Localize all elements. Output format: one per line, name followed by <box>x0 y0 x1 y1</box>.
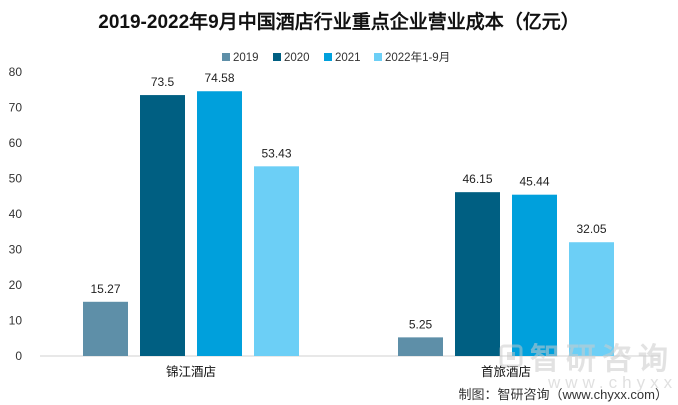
bar-2021-首旅酒店 <box>512 194 557 356</box>
data-label: 53.43 <box>261 146 291 160</box>
data-label: 5.25 <box>409 317 433 331</box>
legend-swatch <box>324 53 332 61</box>
category-labels: 锦江酒店 首旅酒店 <box>166 364 531 379</box>
source-credit: 制图：智研咨询（www.chyxx.com） <box>459 387 668 402</box>
watermark: 智研咨询 www.chyxx.com <box>499 343 678 392</box>
data-label: 74.58 <box>204 71 234 85</box>
bar-2021-锦江酒店 <box>197 91 242 356</box>
y-tick-label: 0 <box>15 349 22 363</box>
y-tick-label: 30 <box>9 243 23 257</box>
y-tick-label: 20 <box>9 278 23 292</box>
y-tick-label: 70 <box>9 101 23 115</box>
bar-2019-首旅酒店 <box>398 337 443 356</box>
legend-label: 2020 <box>284 52 310 64</box>
data-label: 32.05 <box>576 222 606 236</box>
bar-2022年1-9月-锦江酒店 <box>254 166 299 356</box>
legend-swatch <box>222 53 230 61</box>
chart-title: 2019-2022年9月中国酒店行业重点企业营业成本（亿元） <box>98 10 579 33</box>
legend: 2019 2020 2021 2022年1-9月 <box>222 50 450 64</box>
y-tick-label: 10 <box>9 314 23 328</box>
legend-label: 2022年1-9月 <box>385 50 450 64</box>
legend-label: 2021 <box>335 52 361 64</box>
category-label: 锦江酒店 <box>166 364 216 379</box>
category-label: 首旅酒店 <box>481 364 531 379</box>
legend-swatch <box>374 53 382 61</box>
data-label: 73.5 <box>151 75 175 89</box>
bars <box>83 91 614 356</box>
y-tick-label: 80 <box>9 65 23 79</box>
legend-label: 2019 <box>233 52 259 64</box>
bar-2020-锦江酒店 <box>140 95 185 356</box>
y-tick-label: 60 <box>9 136 23 150</box>
data-label: 15.27 <box>90 282 120 296</box>
bar-2019-锦江酒店 <box>83 301 128 356</box>
y-axis: 0 10 20 30 40 50 60 70 80 <box>9 65 23 363</box>
data-labels: 15.27 73.5 74.58 53.43 5.25 46.15 45.44 32.05 <box>90 71 606 331</box>
watermark-name: 智研咨询 <box>530 343 674 376</box>
watermark-logo-icon <box>499 344 523 368</box>
legend-swatch <box>273 53 281 61</box>
y-tick-label: 40 <box>9 207 23 221</box>
bar-2020-首旅酒店 <box>455 192 500 356</box>
bar-2022年1-9月-首旅酒店 <box>569 242 614 356</box>
watermark-url: www.chyxx.com <box>547 373 678 392</box>
data-label: 46.15 <box>462 172 492 186</box>
data-label: 45.44 <box>519 175 549 189</box>
y-tick-label: 50 <box>9 172 23 186</box>
